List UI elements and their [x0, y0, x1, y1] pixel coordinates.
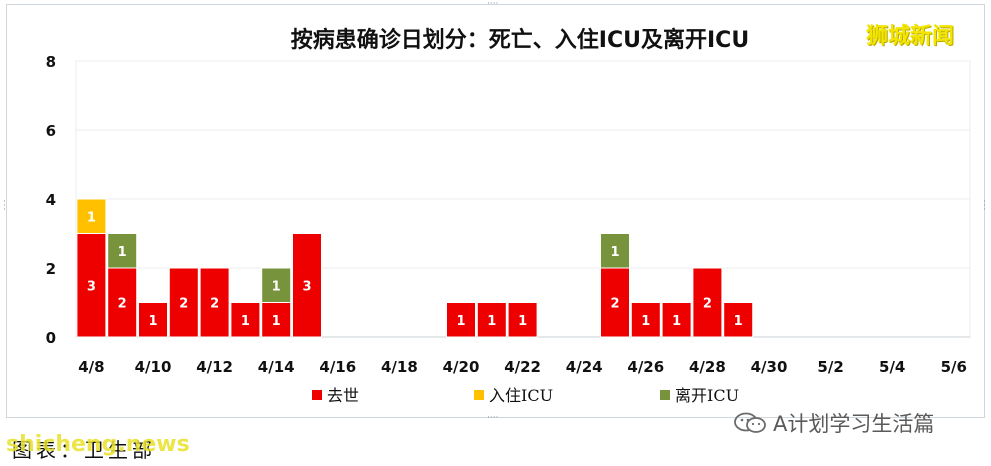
bar-去世-4/27 — [661, 302, 692, 338]
data-label: 1 — [734, 314, 743, 329]
bar-去世-4/25 — [600, 267, 630, 338]
data-label: 1 — [241, 314, 250, 329]
x-tick-label: 4/8 — [78, 358, 104, 376]
legend: 去世 入住ICU 离开ICU — [312, 386, 739, 405]
data-labels: 3 1 2 1 1 2 2 1 1 1 3 1 1 1 2 1 1 1 2 1 — [87, 210, 743, 329]
bar-去世-4/14 — [261, 302, 292, 338]
legend-label: 去世 — [327, 386, 359, 405]
data-label: 1 — [272, 314, 281, 329]
x-axis-ticks: 4/8 4/10 4/12 4/14 4/16 4/18 4/20 4/22 4/24 4/26 4… — [78, 358, 967, 376]
bar-离开ICU-4/9 — [107, 233, 138, 269]
resize-handle-left[interactable]: · · · — [3, 197, 6, 215]
data-label: 1 — [641, 314, 650, 329]
data-label: 2 — [703, 297, 712, 312]
data-label: 1 — [518, 314, 527, 329]
data-label: 2 — [179, 297, 188, 312]
wechat-text: A计划学习生活篇 — [773, 412, 935, 436]
data-label: 3 — [302, 279, 311, 294]
figure-caption: 图表：卫生部 — [12, 438, 156, 462]
data-label: 2 — [118, 297, 127, 312]
data-label: 1 — [87, 210, 96, 225]
data-label: 1 — [148, 314, 157, 329]
bar-离开ICU-4/14 — [261, 267, 292, 303]
data-label: 1 — [272, 279, 281, 294]
data-label: 2 — [610, 297, 619, 312]
data-label: 3 — [87, 279, 96, 294]
x-tick-label: 4/18 — [381, 358, 418, 376]
x-tick-label: 4/26 — [627, 358, 664, 376]
bars — [76, 198, 754, 338]
data-label: 1 — [487, 314, 496, 329]
legend-swatch-离开ICU — [660, 390, 670, 400]
resize-handle-top[interactable]: ···· — [487, 0, 499, 9]
watermark-bottom: shicheng.news — [6, 432, 190, 457]
bar-离开ICU-4/25 — [600, 233, 630, 269]
chart-title: 按病患确诊日划分：死亡、入住ICU及离开ICU — [290, 28, 750, 53]
data-label: 2 — [210, 297, 219, 312]
x-tick-label: 4/20 — [443, 358, 480, 376]
wechat-icon — [733, 412, 767, 434]
bar-去世-4/13 — [230, 302, 261, 338]
legend-swatch-入住ICU — [474, 390, 484, 400]
x-tick-label: 4/24 — [566, 358, 603, 376]
x-tick-label: 4/10 — [135, 358, 172, 376]
bar-去世-4/12 — [199, 267, 230, 338]
y-tick-label: 2 — [46, 260, 56, 278]
bar-去世-4/22 — [507, 302, 538, 338]
x-tick-label: 5/4 — [879, 358, 905, 376]
legend-label: 入住ICU — [489, 386, 553, 405]
watermark-top: 狮城新闻 — [866, 24, 955, 49]
bar-去世-4/26 — [630, 302, 661, 338]
bar-去世-4/9 — [107, 267, 138, 338]
x-tick-label: 4/12 — [196, 358, 233, 376]
bar-去世-4/28 — [692, 267, 723, 338]
x-tick-label: 4/16 — [319, 358, 356, 376]
y-tick-label: 8 — [46, 53, 56, 71]
chart-frame — [6, 4, 985, 418]
bar-去世-4/11 — [168, 267, 199, 338]
legend-swatch-去世 — [312, 390, 322, 400]
data-label: 1 — [118, 245, 127, 260]
y-axis-ticks: 0 2 4 6 8 — [46, 53, 56, 347]
resize-handle-right[interactable]: · · · — [983, 197, 986, 215]
resize-handle-bottom[interactable]: ···· — [487, 413, 499, 423]
y-tick-label: 6 — [46, 122, 56, 140]
bar-入住ICU-4/8 — [76, 198, 107, 234]
data-label: 1 — [672, 314, 681, 329]
y-tick-label: 0 — [46, 329, 56, 347]
x-tick-label: 4/14 — [258, 358, 295, 376]
x-tick-label: 5/2 — [817, 358, 843, 376]
x-tick-label: 4/22 — [504, 358, 541, 376]
wechat-credit: A计划学习生活篇 — [733, 408, 934, 438]
data-label: 1 — [456, 314, 465, 329]
y-tick-label: 4 — [46, 191, 56, 209]
data-label: 1 — [610, 245, 619, 260]
legend-label: 离开ICU — [675, 386, 739, 405]
x-tick-label: 5/6 — [941, 358, 967, 376]
bar-去世-4/10 — [138, 302, 168, 338]
bar-去世-4/21 — [476, 302, 507, 338]
bar-去世-4/29 — [723, 302, 754, 338]
bar-去世-4/15 — [292, 233, 322, 338]
x-tick-label: 4/28 — [689, 358, 726, 376]
bar-去世-4/20 — [446, 302, 476, 338]
x-tick-label: 4/30 — [751, 358, 788, 376]
bar-去世-4/8 — [76, 233, 107, 338]
